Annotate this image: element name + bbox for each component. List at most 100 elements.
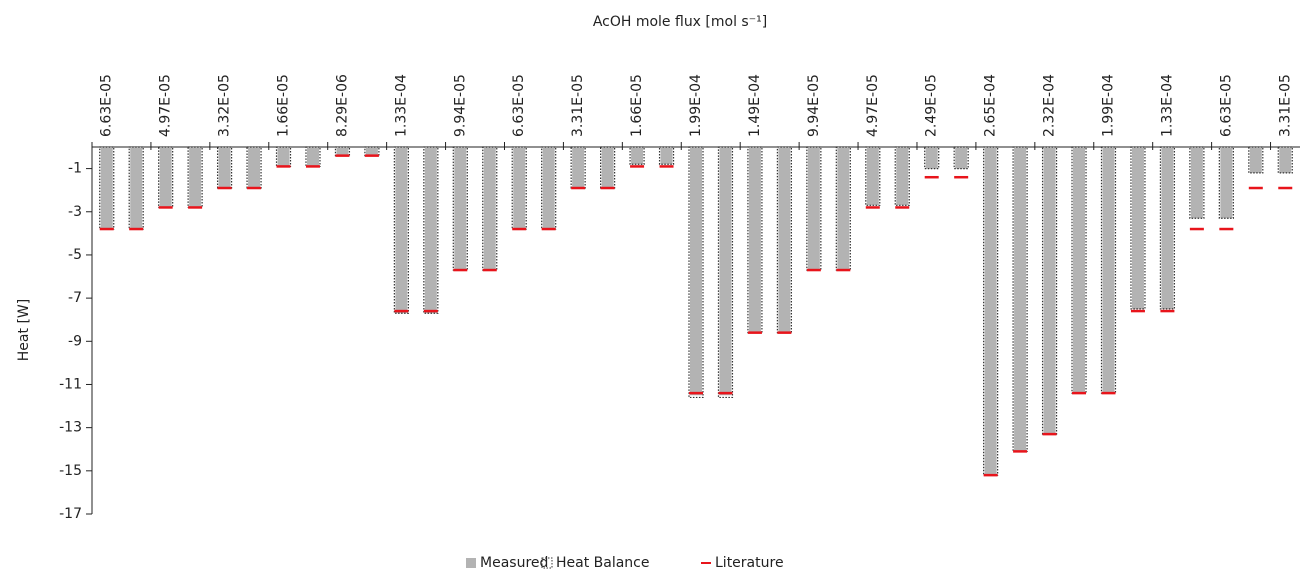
x-tick-label: 3.31E-05: [570, 74, 586, 137]
bar-outline: [1130, 146, 1146, 310]
bar: [572, 147, 585, 189]
x-tick-label: 6.63E-05: [1218, 74, 1234, 137]
x-tick-label: 3.31E-05: [1277, 74, 1293, 137]
bar-outline: [1189, 146, 1205, 219]
x-tick-label: 4.97E-05: [865, 74, 881, 137]
bar: [1131, 147, 1144, 309]
bar: [778, 147, 791, 333]
bar: [719, 147, 732, 396]
bar: [690, 147, 702, 396]
x-tick-label: 1.33E-04: [393, 74, 409, 137]
bar: [837, 147, 850, 271]
bar: [1043, 147, 1056, 435]
x-tick-label: 9.94E-05: [806, 74, 822, 137]
bar: [483, 147, 496, 271]
bar-outline: [1218, 146, 1234, 219]
bar-outline: [688, 146, 704, 399]
bar: [1161, 147, 1174, 309]
bar: [100, 147, 113, 230]
bar: [601, 147, 614, 189]
bar: [748, 147, 761, 333]
bar: [660, 147, 673, 165]
bar: [277, 147, 290, 167]
bar: [159, 147, 172, 208]
bar: [631, 147, 644, 165]
bar-outline: [953, 146, 969, 170]
bar-outline: [423, 146, 439, 314]
bar: [1073, 147, 1086, 394]
bar: [189, 147, 202, 208]
x-tick-label: 8.29E-06: [334, 74, 350, 137]
x-tick-label: 2.32E-04: [1042, 74, 1058, 137]
bar-outline: [246, 146, 262, 189]
x-tick-label: 6.63E-05: [511, 74, 527, 137]
bar-outline: [747, 146, 763, 334]
bar: [218, 147, 231, 189]
y-tick-label: -11: [59, 376, 82, 392]
y-tick-label: -15: [59, 463, 82, 479]
x-tick-label: 2.65E-04: [983, 74, 999, 137]
bar-outline: [1277, 146, 1293, 174]
bar: [1220, 147, 1233, 219]
y-tick-label: -7: [68, 290, 82, 306]
legend-swatch: [466, 558, 476, 568]
bar-outline: [1248, 146, 1264, 174]
x-tick-label: 6.63E-05: [99, 74, 115, 137]
bar: [424, 147, 437, 314]
bar: [395, 147, 408, 314]
x-tick-label: 3.32E-05: [217, 74, 233, 137]
bar: [513, 147, 526, 230]
legend-swatch: [541, 557, 553, 569]
x-tick-label: 1.33E-04: [1159, 74, 1175, 137]
x-tick-label: 1.66E-05: [629, 74, 645, 137]
bar-outline: [334, 146, 351, 157]
y-axis-title: Heat [W]: [16, 299, 32, 361]
bar-outline: [894, 146, 910, 206]
y-tick-label: -3: [68, 204, 82, 220]
bar-outline: [629, 146, 645, 165]
y-tick-label: -1: [68, 161, 82, 177]
bar: [130, 147, 143, 230]
bar-outline: [924, 146, 940, 170]
legend-label: Heat Balance: [556, 555, 650, 571]
x-tick-label: 1.49E-04: [747, 74, 763, 137]
bar-outline: [364, 146, 380, 157]
y-tick-label: -17: [59, 506, 82, 522]
bar: [1014, 147, 1027, 452]
x-tick-label: 1.99E-04: [1100, 74, 1116, 137]
bar-outline: [570, 146, 586, 189]
bar: [248, 147, 261, 189]
x-tick-label: 1.99E-04: [688, 74, 704, 137]
bar-outline: [393, 146, 409, 314]
bar: [896, 147, 909, 206]
bar: [1102, 147, 1115, 394]
x-tick-label: 2.49E-05: [924, 74, 940, 137]
bar: [866, 147, 879, 206]
bar-outline: [658, 146, 675, 165]
bar: [365, 147, 378, 156]
bar: [542, 147, 555, 230]
legend-label: Measured: [480, 555, 548, 571]
y-tick-label: -13: [59, 420, 82, 436]
bar-outline: [1041, 146, 1058, 435]
bar: [1190, 147, 1203, 219]
bar-outline: [776, 146, 792, 334]
y-tick-label: -9: [68, 333, 82, 349]
bar: [1279, 147, 1292, 173]
bar: [984, 147, 997, 476]
y-tick-label: -5: [68, 247, 82, 263]
x-tick-label: 9.94E-05: [452, 74, 468, 137]
legend-label: Literature: [715, 555, 784, 571]
x-tick-label: 4.97E-05: [158, 74, 174, 137]
bar-outline: [216, 146, 233, 189]
bar: [336, 147, 349, 156]
bar: [454, 147, 467, 271]
bar-outline: [600, 146, 616, 189]
bar: [807, 147, 820, 271]
bar-outline: [717, 146, 734, 399]
x-axis-title: AcOH mole flux [mol s⁻¹]: [593, 14, 767, 30]
bar: [955, 147, 968, 169]
bar-outline: [865, 146, 881, 206]
bar: [1249, 147, 1262, 173]
